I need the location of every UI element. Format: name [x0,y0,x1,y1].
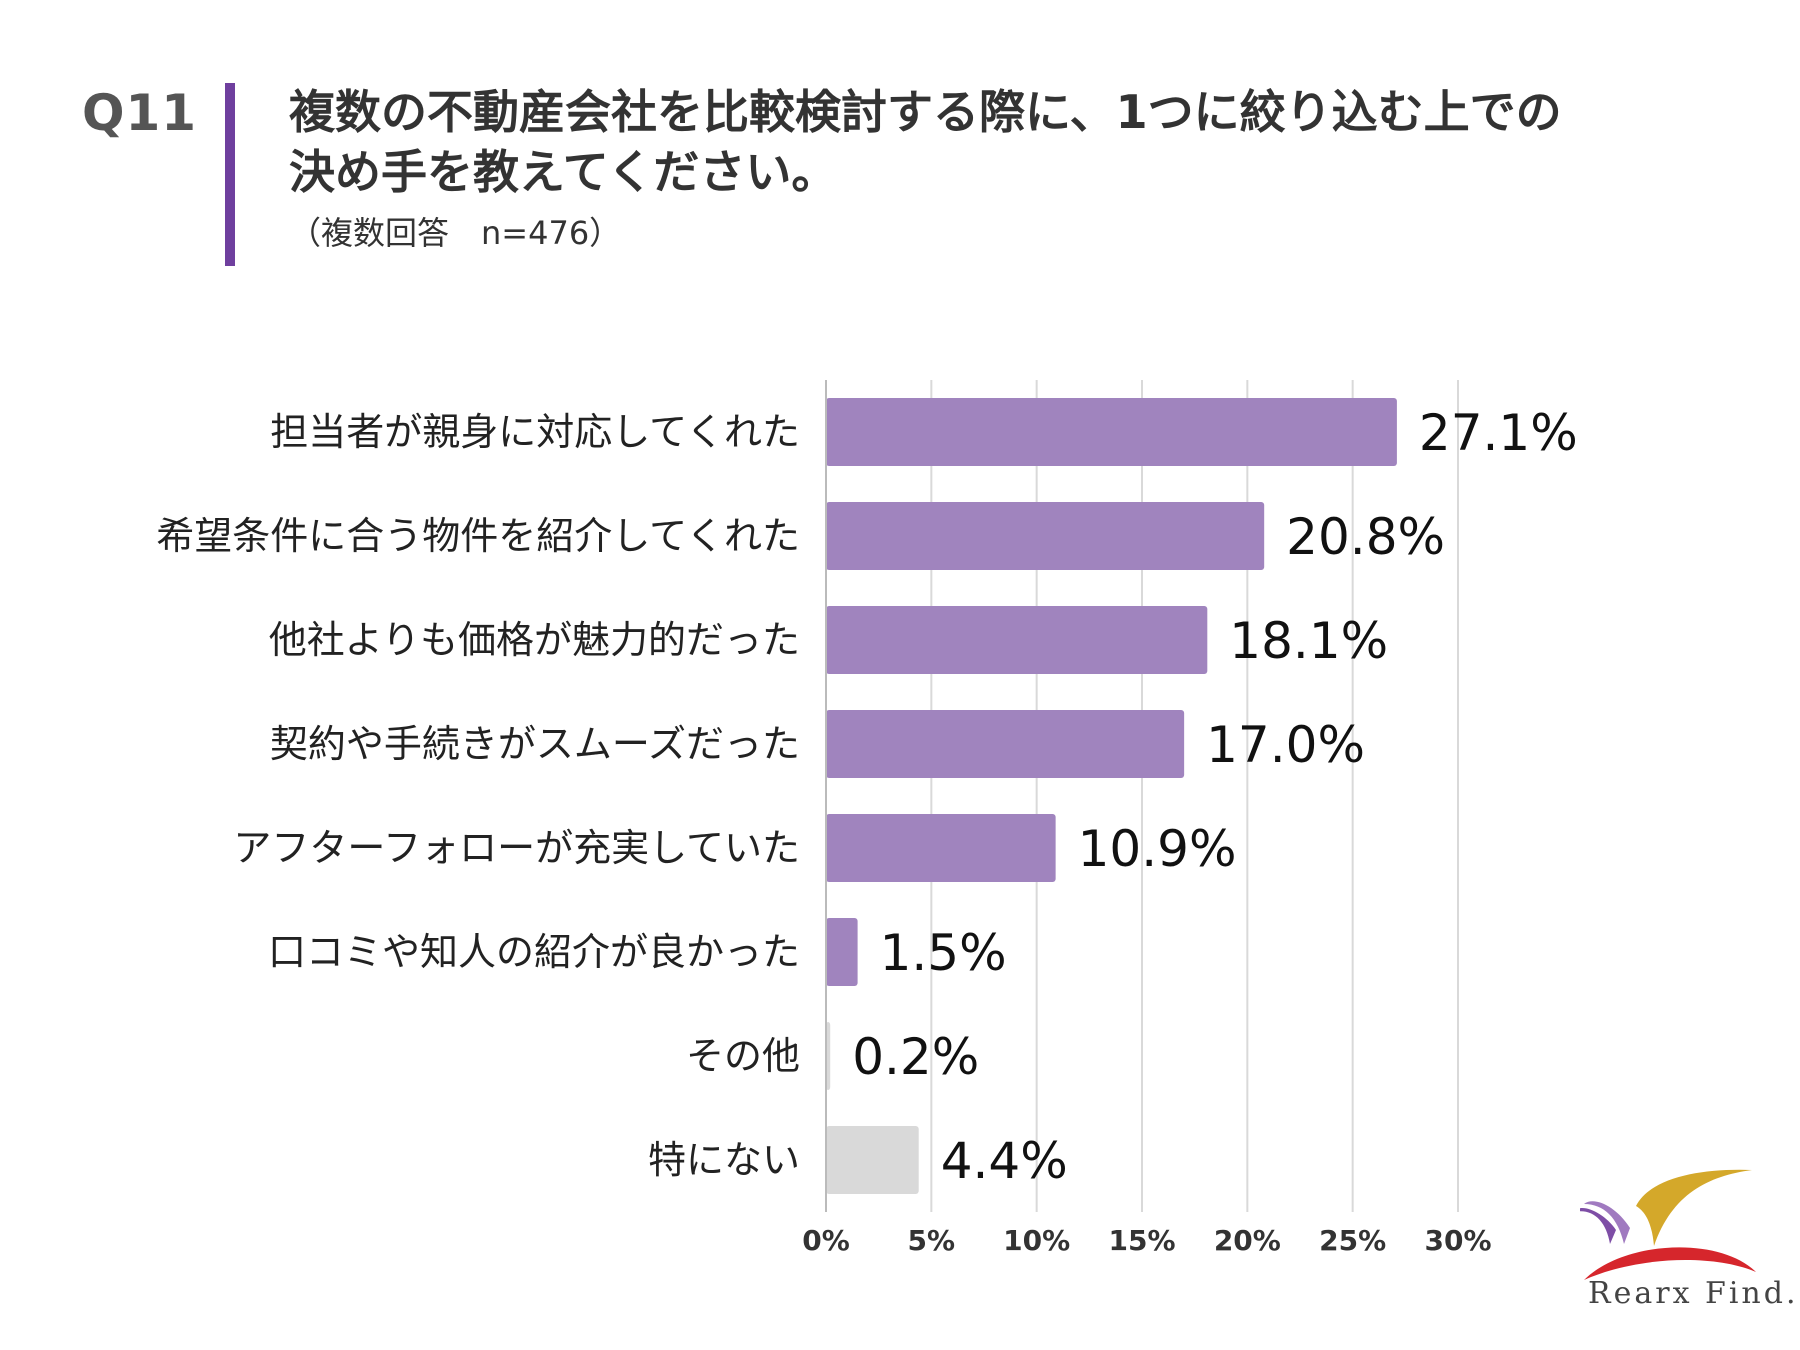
bar-6 [826,918,858,986]
value-label: 0.2% [852,1028,979,1086]
bar-1 [826,398,1397,466]
bar-2 [826,502,1265,570]
category-label: 希望条件に合う物件を紹介してくれた [156,514,800,558]
bar-8 [826,1126,919,1194]
x-tick-label: 20% [1214,1224,1281,1257]
x-tick-label: 10% [1003,1224,1070,1257]
category-label: 他社よりも価格が魅力的だった [269,618,800,662]
value-label: 20.8% [1286,508,1445,566]
brand-logo-icon [1580,1169,1756,1280]
question-title-line-2: 決め手を教えてください。 [289,145,838,199]
bar-3 [826,606,1208,674]
value-label: 17.0% [1206,716,1365,774]
brand-logo-text: Rearx Find. [1588,1276,1799,1311]
category-label: アフターフォローが充実していた [233,826,800,870]
category-label: その他 [686,1034,800,1078]
value-label: 4.4% [941,1132,1068,1190]
accent-divider [225,83,235,266]
category-label: 契約や手続きがスムーズだった [270,722,800,766]
x-tick-label: 0% [802,1224,850,1257]
value-label: 10.9% [1078,820,1237,878]
x-tick-label: 30% [1424,1224,1491,1257]
x-tick-label: 5% [908,1224,956,1257]
value-label: 1.5% [880,924,1007,982]
value-label: 27.1% [1419,404,1578,462]
question-title: 複数の不動産会社を比較検討する際に、1つに絞り込む上での 決め手を教えてください… [289,82,1749,202]
category-label: 担当者が親身に対応してくれた [270,410,800,454]
question-subtitle: （複数回答 n=476） [289,214,622,252]
x-tick-label: 15% [1108,1224,1175,1257]
question-title-line-1: 複数の不動産会社を比較検討する際に、1つに絞り込む上での [289,85,1562,139]
bar-5 [826,814,1056,882]
category-label: 特にない [648,1138,800,1182]
value-label: 18.1% [1229,612,1388,670]
bar-7 [826,1022,831,1090]
category-label: 口コミや知人の紹介が良かった [268,930,800,974]
bar-4 [826,710,1185,778]
x-tick-label: 25% [1319,1224,1386,1257]
question-number: Q11 [82,84,198,142]
